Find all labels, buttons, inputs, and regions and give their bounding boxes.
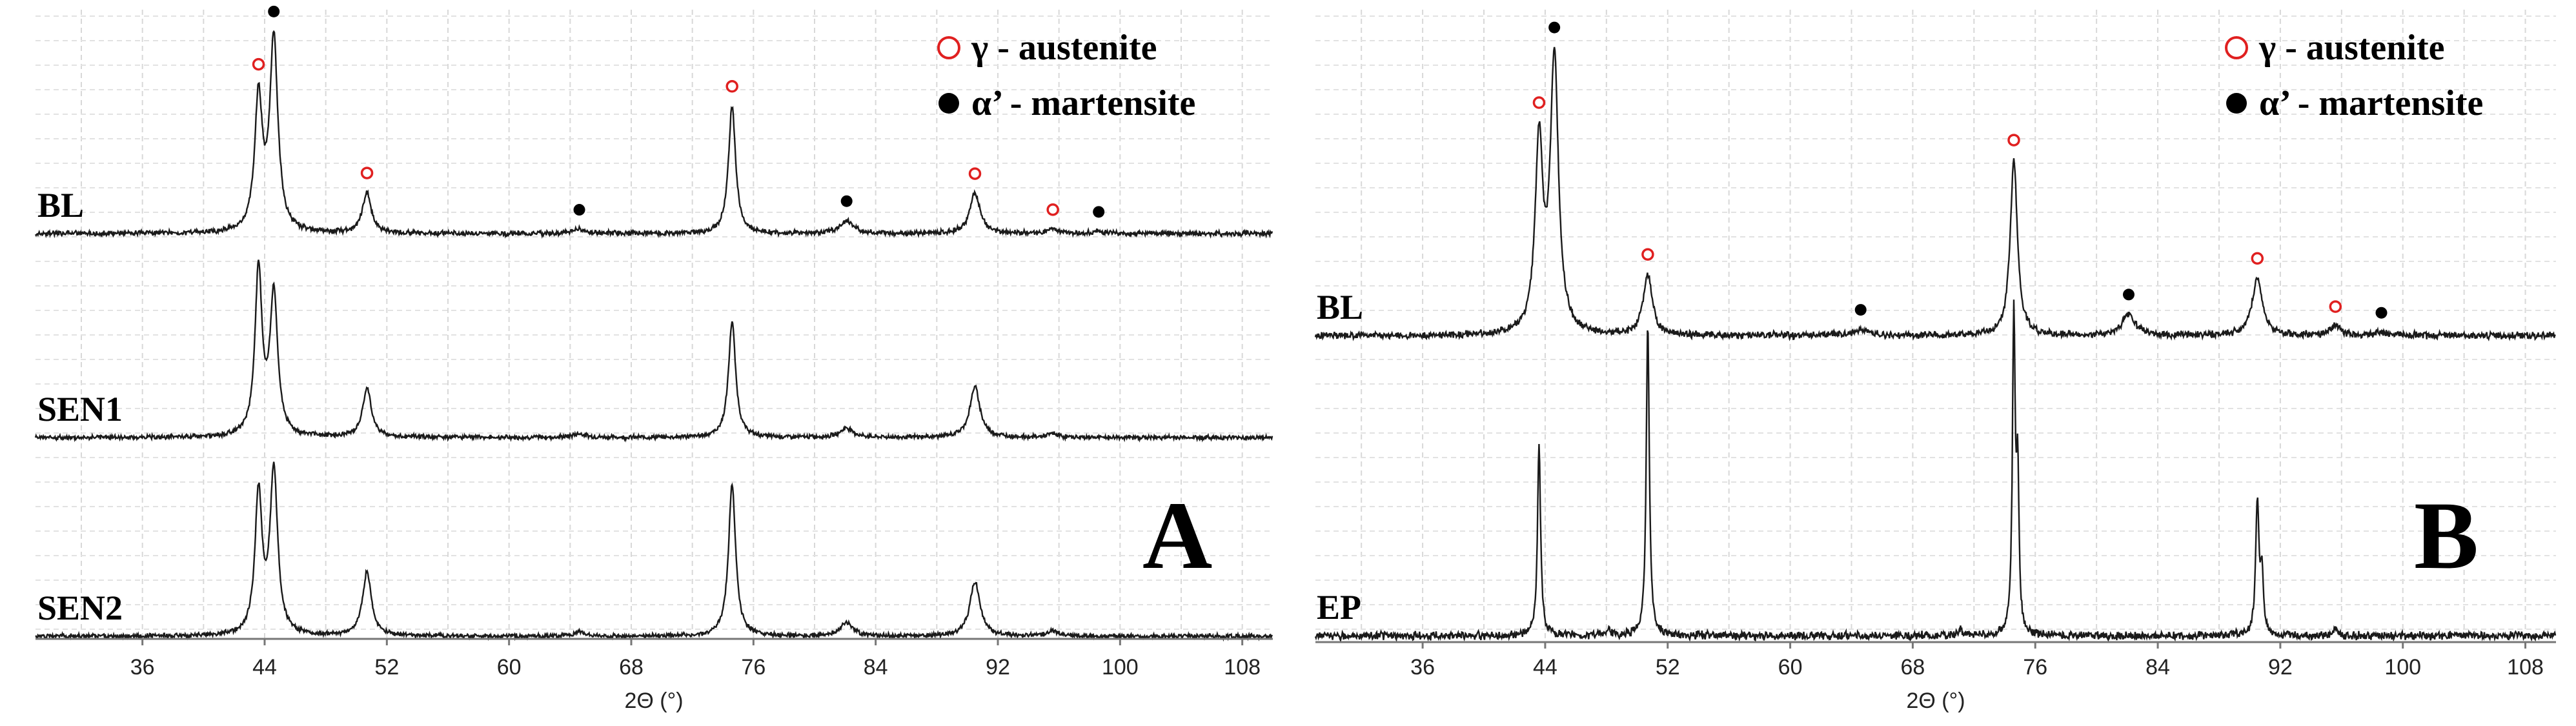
series-label-ep: EP (1317, 588, 1361, 627)
austenite-peak-marker (2251, 252, 2264, 265)
series-label-bl: BL (1317, 288, 1363, 327)
x-tick-label: 76 (2023, 655, 2047, 680)
panel-a: BL SEN1 SEN2 36 44 52 60 68 76 84 92 100 108 2Θ (°) Aγ… (34, 5, 1273, 713)
series-line-sen1 (34, 259, 1273, 443)
martensite-peak-marker (2122, 288, 2135, 301)
grid (1315, 10, 2556, 642)
panel-b: BL EP 36 44 52 60 68 76 84 92 100 108 2Θ (°) Bγ - aus… (1314, 10, 2557, 713)
x-axis-title: 2Θ (°) (624, 689, 683, 713)
austenite-peak-marker (968, 167, 982, 180)
series-label-bl: BL (37, 186, 84, 225)
x-tick-label: 84 (864, 655, 888, 680)
x-tick-label: 52 (1656, 655, 1680, 680)
x-tick-label: 92 (2268, 655, 2293, 680)
legend-label: γ - austenite (2258, 28, 2445, 68)
x-tick-label: 44 (252, 655, 277, 680)
x-tick-label: 44 (1533, 655, 1557, 680)
legend: γ - austenite α’ - martensite (2225, 28, 2483, 123)
legend-label: α’ - martensite (2259, 83, 2483, 123)
austenite-peak-marker (1641, 248, 1654, 261)
legend: γ - austenite α’ - martensite (937, 28, 1195, 123)
series-line-bl (34, 30, 1273, 239)
x-tick-label: 60 (1778, 655, 1803, 680)
legend-martensite-icon (938, 93, 959, 114)
martensite-peak-marker (268, 5, 280, 17)
x-tick-label: 36 (130, 655, 155, 680)
austenite-peak-marker (1046, 203, 1059, 216)
legend-label: γ - austenite (971, 28, 1157, 68)
series-line-bl (1314, 46, 2556, 342)
x-tick-label: 108 (1224, 655, 1261, 680)
series-label-sen2: SEN2 (37, 589, 123, 627)
x-tick-label: 76 (741, 655, 766, 680)
austenite-peak-marker (360, 166, 374, 179)
series-line-ep (1314, 299, 2557, 643)
martensite-peak-marker (1854, 304, 1867, 316)
x-axis-title: 2Θ (°) (1906, 689, 1965, 713)
martensite-peak-marker (840, 195, 853, 207)
martensite-peak-marker (1548, 21, 1561, 34)
x-tick-label: 92 (986, 655, 1010, 680)
legend-austenite-icon (937, 36, 960, 59)
x-tick-label: 68 (619, 655, 644, 680)
x-tick-label: 100 (1102, 655, 1139, 680)
austenite-peak-marker (2329, 300, 2342, 313)
series-label-sen1: SEN1 (37, 390, 123, 429)
legend-martensite-icon (2226, 93, 2247, 114)
legend-austenite-icon (2225, 36, 2248, 59)
x-tick-label: 68 (1900, 655, 1925, 680)
panel-letter: A (1142, 482, 1212, 589)
martensite-peak-marker (1093, 206, 1105, 218)
martensite-peak-marker (2375, 307, 2388, 319)
series-line-sen2 (35, 461, 1273, 642)
x-tick-label: 108 (2507, 655, 2544, 680)
austenite-peak-marker (1532, 96, 1546, 109)
martensite-peak-marker (573, 204, 585, 216)
grid (35, 10, 1273, 639)
x-tick-label: 60 (497, 655, 522, 680)
austenite-peak-marker (252, 57, 265, 71)
legend-label: α’ - martensite (971, 83, 1195, 123)
austenite-peak-marker (725, 80, 738, 93)
x-tick-label: 100 (2384, 655, 2421, 680)
panel-letter: B (2414, 482, 2479, 589)
austenite-peak-marker (2007, 134, 2020, 146)
x-tick-label: 36 (1410, 655, 1435, 680)
x-tick-label: 52 (374, 655, 399, 680)
x-tick-label: 84 (2145, 655, 2170, 680)
